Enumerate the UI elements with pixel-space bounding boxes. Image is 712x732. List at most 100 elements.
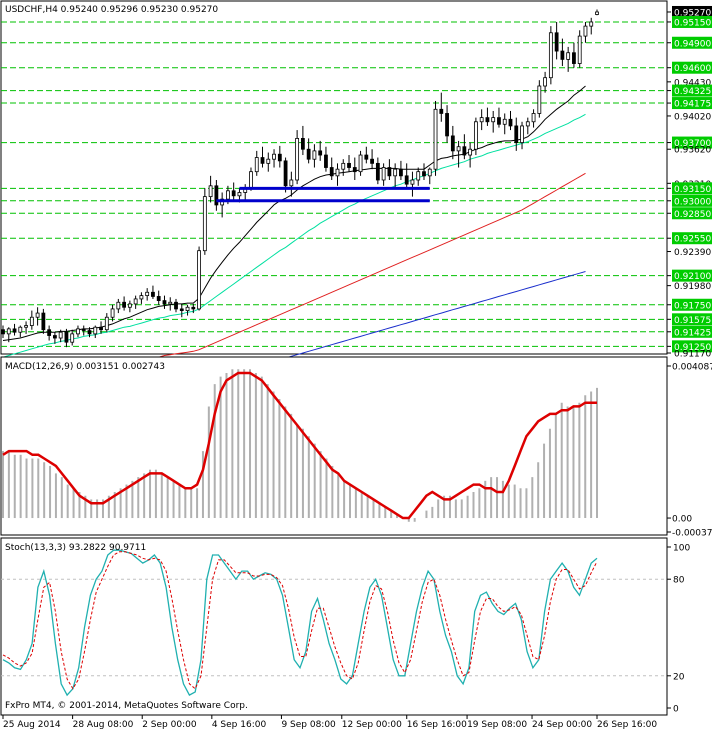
candle — [295, 130, 300, 185]
candle-body — [468, 148, 473, 156]
candle-body — [202, 196, 207, 252]
candle — [53, 332, 57, 344]
symbol-header: USDCHF,H4 0.95240 0.95296 0.95230 0.9527… — [5, 5, 218, 15]
candle — [525, 117, 530, 135]
candle — [583, 21, 588, 43]
candle-body — [491, 117, 496, 123]
candle — [99, 321, 103, 334]
candle — [497, 107, 501, 128]
price-tick-label: 0.92100 — [674, 272, 711, 282]
support-lines — [216, 186, 430, 203]
candle — [58, 329, 63, 343]
candle-body — [439, 108, 444, 114]
candle — [329, 157, 334, 180]
candle — [352, 157, 357, 180]
candle — [104, 313, 109, 333]
price-tick-label: 0.95150 — [674, 18, 711, 28]
candle-body — [433, 108, 438, 170]
macd-tick-label: 0.00 — [672, 515, 692, 525]
price-tick-label: 0.93620 — [674, 146, 711, 156]
candle-body — [283, 160, 288, 187]
candle-body — [300, 138, 305, 150]
candle — [427, 167, 432, 185]
time-axis: 25 Aug 2014 28 Aug 08:00 2 Sep 00:00 4 Sep … — [2, 715, 657, 730]
candle — [191, 303, 196, 314]
candle-body — [41, 312, 46, 331]
candle-body — [64, 331, 69, 343]
price-tick-label-bg — [672, 136, 712, 149]
candle — [289, 171, 294, 197]
macd-header: MACD(12,26,9) 0.003151 0.002743 — [5, 362, 165, 372]
candle-body — [514, 125, 519, 143]
candle-body — [537, 85, 542, 114]
candle-body — [393, 168, 398, 177]
candle-body — [12, 328, 17, 333]
candle-body — [497, 117, 501, 125]
candle-body — [53, 335, 57, 339]
candle — [18, 325, 23, 338]
candle-body — [139, 295, 144, 300]
candle — [139, 292, 144, 304]
stochastic-axis: 100 80 20 0 — [667, 544, 690, 715]
candle — [1, 325, 5, 339]
price-tick-label-bg — [672, 182, 712, 195]
stochastic-lines — [2, 549, 598, 697]
candle — [595, 9, 599, 16]
candle — [485, 107, 490, 126]
candle — [422, 163, 426, 180]
candle-body — [122, 301, 127, 308]
candle — [277, 145, 282, 168]
candle-body — [35, 312, 40, 318]
candle-body — [81, 328, 86, 331]
stochastic-main-line — [2, 549, 598, 697]
candle-body — [422, 171, 426, 177]
macd-panel: MACD(12,26,9) 0.003151 0.002743 — [0, 356, 668, 536]
price-tick-label: 0.93700 — [674, 139, 711, 149]
candle — [197, 246, 201, 311]
candle — [208, 175, 213, 203]
time-tick-label: 2 Sep 00:00 — [142, 720, 197, 730]
stochastic-tick-label: 20 — [673, 672, 685, 682]
macd-tick-label: 0.004087 — [672, 363, 712, 373]
candle — [491, 110, 496, 133]
price-tick-label: 0.92550 — [674, 235, 711, 245]
candle-body — [29, 316, 34, 326]
candle — [358, 150, 363, 176]
stochastic-panel-frame — [0, 537, 668, 716]
candle-body — [151, 291, 155, 297]
price-tick-label: 0.94430 — [674, 78, 711, 88]
candle-body — [133, 298, 138, 305]
time-tick-label: 19 Sep 08:00 — [467, 720, 527, 730]
candle — [410, 171, 415, 197]
candle-body — [324, 154, 328, 168]
candle — [93, 325, 98, 339]
time-tick-label: 12 Sep 00:00 — [342, 720, 402, 730]
candle — [450, 125, 455, 160]
candle — [502, 113, 507, 135]
candle-body — [485, 117, 490, 123]
ma-green-line — [2, 113, 586, 358]
price-tick-label: 0.91750 — [674, 301, 711, 311]
price-tick-label: 0.91250 — [674, 343, 711, 353]
candle — [185, 304, 190, 316]
time-tick-label: 9 Sep 08:00 — [281, 720, 336, 730]
candle — [370, 149, 374, 170]
candle-body — [295, 138, 300, 181]
candle-body — [399, 168, 403, 177]
candle-body — [364, 154, 369, 160]
candle-body — [473, 121, 478, 150]
candle-body — [525, 121, 530, 127]
price-tick-label-bg — [672, 97, 712, 110]
candle-body — [589, 21, 594, 27]
candle-body — [76, 328, 80, 335]
candle — [81, 325, 86, 336]
candle — [76, 325, 80, 338]
stochastic-header: Stoch(13,3,3) 93.2822 90.9711 — [5, 543, 146, 553]
candle-body — [110, 308, 115, 318]
candle-body — [208, 185, 213, 198]
candle — [572, 42, 576, 68]
price-tick-label-bg — [672, 232, 712, 245]
candle-body — [577, 35, 582, 64]
candle-body — [595, 11, 599, 15]
